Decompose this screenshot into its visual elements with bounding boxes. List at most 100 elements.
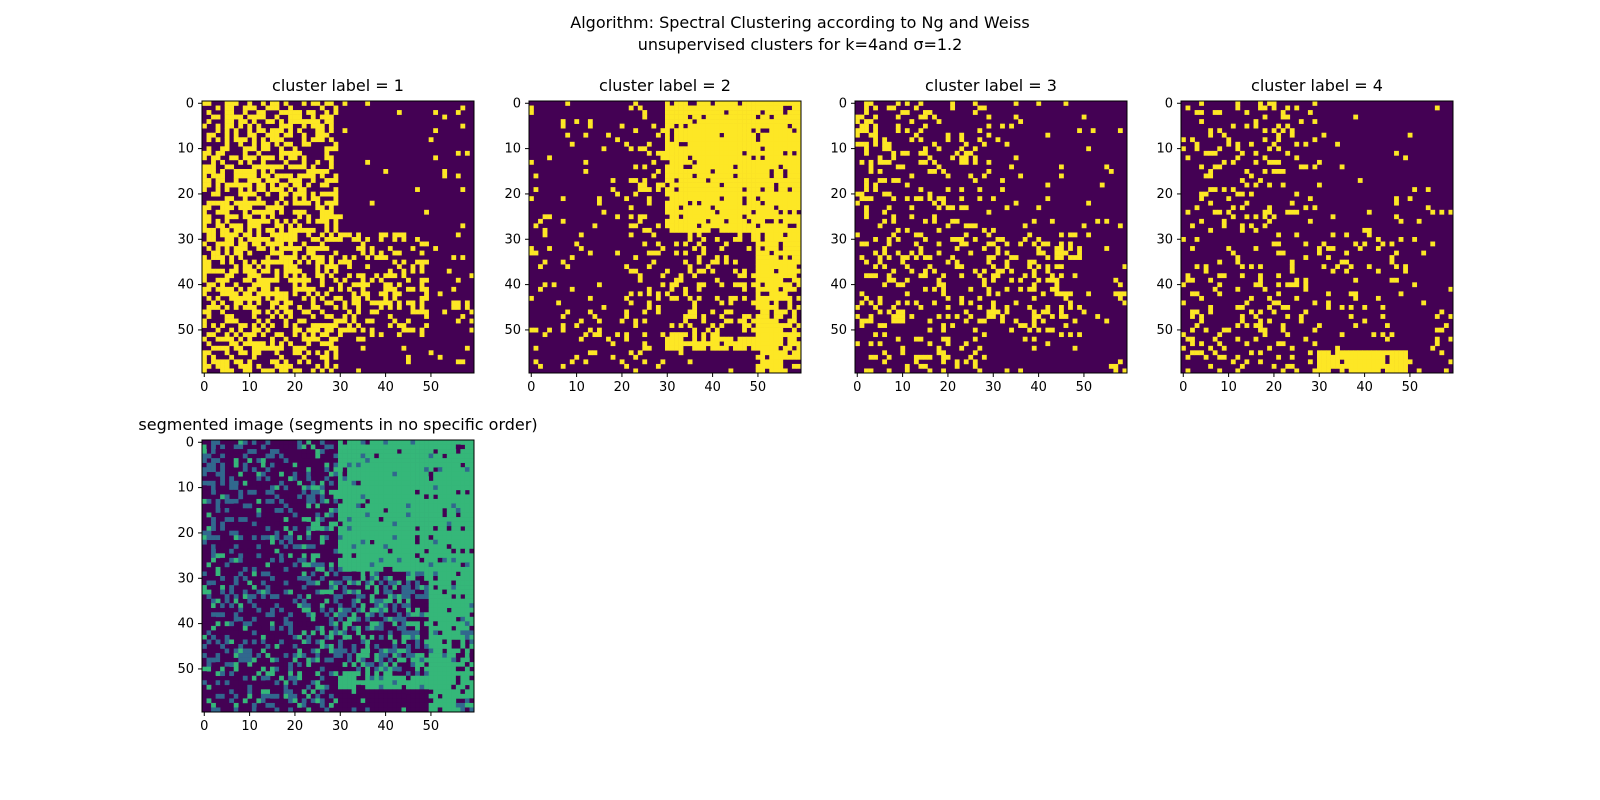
heatmap-cell: [1389, 354, 1395, 360]
heatmap-cell: [1235, 259, 1241, 265]
y-tick-label: 30: [830, 232, 847, 247]
heatmap-cell: [401, 489, 407, 495]
heatmap-cell: [424, 471, 429, 477]
heatmap-cell: [410, 526, 416, 531]
heatmap-cell: [292, 178, 298, 183]
heatmap-cell: [410, 268, 416, 274]
heatmap-cell: [306, 548, 312, 554]
heatmap-cell: [242, 241, 248, 247]
heatmap-cell: [737, 232, 743, 238]
heatmap-cell: [306, 440, 312, 445]
heatmap-cell: [342, 480, 348, 486]
heatmap-cell: [977, 137, 983, 143]
heatmap-cell: [347, 498, 352, 504]
heatmap-cell: [1244, 341, 1250, 347]
heatmap-cell: [972, 101, 978, 106]
heatmap-cell: [1253, 123, 1259, 129]
heatmap-cell: [1298, 164, 1304, 170]
heatmap-cell: [347, 327, 352, 333]
heatmap-cell: [1040, 291, 1046, 297]
heatmap-cell: [410, 535, 416, 541]
heatmap-cell: [283, 173, 289, 179]
heatmap-cell: [288, 363, 293, 369]
heatmap-cell: [665, 187, 670, 192]
heatmap-cell: [728, 132, 734, 138]
heatmap-cell: [755, 209, 761, 215]
heatmap-cell: [215, 566, 221, 572]
heatmap-cell: [1371, 354, 1377, 360]
heatmap-cell: [1239, 264, 1245, 270]
heatmap-cell: [723, 173, 729, 179]
heatmap-cell: [274, 345, 280, 351]
heatmap-cell: [233, 462, 239, 468]
heatmap-cell: [301, 227, 307, 233]
heatmap-cell: [401, 508, 407, 513]
heatmap-cell: [288, 255, 293, 260]
heatmap-cell: [283, 218, 289, 224]
heatmap-cell: [701, 336, 707, 342]
heatmap-cell: [742, 137, 747, 143]
heatmap-cell: [401, 503, 407, 509]
heatmap-cell: [265, 562, 271, 568]
heatmap-cell: [1059, 309, 1064, 315]
heatmap-cell: [1344, 350, 1350, 356]
heatmap-cell: [315, 449, 321, 454]
heatmap-cell: [1004, 259, 1010, 265]
heatmap-cell: [923, 363, 928, 369]
heatmap-cell: [433, 444, 439, 450]
heatmap-cell: [356, 237, 361, 242]
heatmap-cell: [1258, 101, 1263, 106]
heatmap-cell: [224, 562, 230, 568]
heatmap-cell: [274, 105, 280, 111]
heatmap-cell: [918, 150, 924, 156]
heatmap-cell: [633, 354, 639, 360]
heatmap-cell: [760, 159, 766, 165]
heatmap-cell: [351, 476, 357, 482]
heatmap-cell: [242, 453, 248, 459]
heatmap-cell: [1072, 273, 1078, 279]
heatmap-cell: [669, 141, 675, 147]
heatmap-cell: [628, 268, 634, 274]
heatmap-cell: [701, 250, 707, 256]
heatmap-cell: [279, 557, 284, 563]
heatmap-cell: [968, 354, 974, 360]
heatmap-cell: [433, 440, 439, 445]
heatmap-cell: [324, 110, 330, 115]
heatmap-cell: [678, 332, 684, 338]
heatmap-cell: [283, 101, 289, 106]
heatmap-cell: [986, 123, 992, 129]
heatmap-cell: [692, 123, 698, 129]
heatmap-cell: [1394, 150, 1399, 156]
heatmap-cell: [297, 557, 303, 563]
heatmap-cell: [292, 237, 298, 242]
heatmap-cell: [628, 146, 634, 152]
heatmap-cell: [904, 363, 910, 369]
heatmap-cell: [701, 169, 707, 174]
heatmap-cell: [569, 255, 575, 260]
heatmap-cell: [932, 286, 937, 292]
heatmap-cell: [220, 345, 225, 351]
heatmap-cell: [787, 268, 793, 274]
heatmap-cell: [419, 300, 425, 306]
heatmap-cell: [796, 227, 802, 233]
heatmap-cell: [283, 453, 289, 459]
heatmap-cell: [279, 332, 284, 338]
heatmap-cell: [687, 214, 693, 220]
heatmap-cell: [310, 332, 316, 338]
heatmap-cell: [442, 489, 448, 495]
heatmap-cell: [315, 268, 321, 274]
heatmap-cell: [406, 354, 411, 360]
heatmap-cell: [692, 305, 698, 310]
heatmap-cell: [696, 159, 702, 165]
heatmap-cell: [977, 128, 983, 134]
heatmap-cell: [306, 530, 312, 536]
heatmap-cell: [665, 341, 670, 347]
heatmap-cell: [315, 562, 321, 568]
heatmap-cell: [315, 273, 321, 279]
heatmap-cell: [360, 548, 366, 554]
heatmap-cell: [224, 123, 230, 129]
heatmap-cell: [778, 101, 784, 106]
heatmap-cell: [674, 345, 679, 351]
heatmap-cell: [260, 345, 266, 351]
heatmap-cell: [338, 259, 343, 265]
